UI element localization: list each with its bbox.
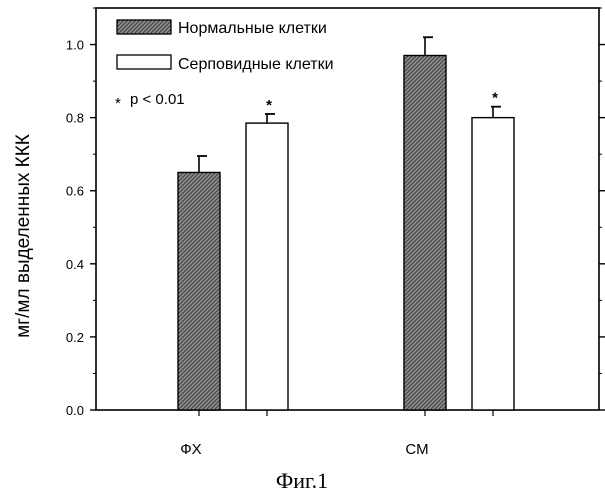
- bar-normal: [404, 56, 446, 410]
- significance-star-symbol: *: [115, 95, 121, 112]
- figure-caption: Фиг.1: [276, 468, 328, 493]
- legend: Нормальные клетки Серповидные клетки * p…: [115, 20, 334, 112]
- y-tick-label: 0.0: [66, 403, 84, 418]
- y-tick-label: 0.8: [66, 111, 84, 126]
- bar-sickle: [246, 123, 288, 410]
- y-tick-label: 0.2: [66, 330, 84, 345]
- bar-normal: [178, 172, 220, 410]
- x-category-label: СМ: [405, 441, 428, 458]
- significance-note: p < 0.01: [130, 91, 185, 108]
- significance-marks-group: **: [266, 90, 498, 114]
- y-axis-title: мг/мл выделенных ККК: [13, 134, 34, 338]
- plot-area: 0.00.20.40.60.81.0 ФХСМ **: [66, 8, 605, 458]
- significance-star: *: [266, 97, 272, 114]
- legend-swatch-sickle: [117, 55, 171, 69]
- legend-swatch-normal: [117, 20, 171, 34]
- bar-sickle: [472, 118, 514, 410]
- significance-star: *: [492, 90, 498, 107]
- legend-label-normal: Нормальные клетки: [178, 20, 327, 37]
- x-axis-ticks: ФХ СМ: [180, 410, 493, 458]
- y-tick-label: 0.4: [66, 257, 84, 272]
- legend-label-sickle: Серповидные клетки: [178, 56, 334, 73]
- y-tick-label: 1.0: [66, 38, 84, 53]
- y-tick-label: 0.6: [66, 184, 84, 199]
- x-category-label: ФХ: [180, 441, 201, 458]
- bars-group: [178, 56, 514, 410]
